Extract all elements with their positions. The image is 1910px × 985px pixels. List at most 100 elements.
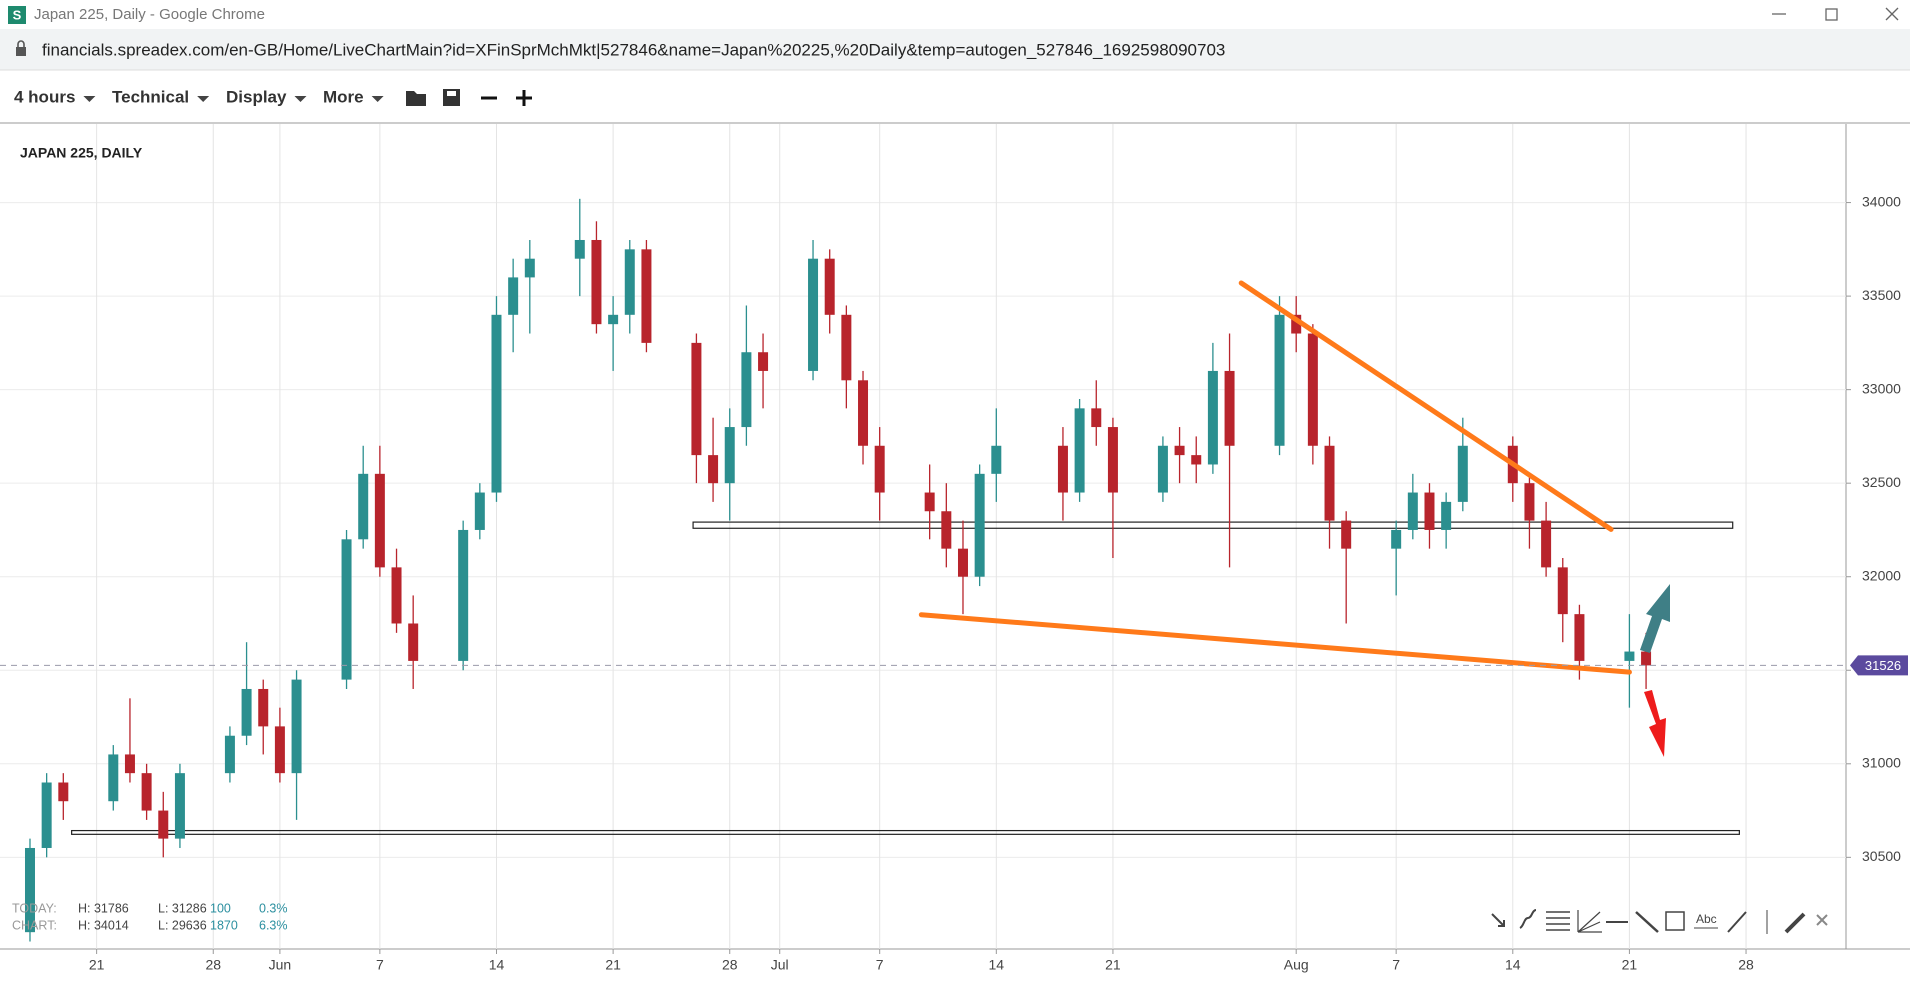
- candle-body: [1391, 529, 1402, 549]
- candle-body: [291, 679, 302, 774]
- last-price-tag: [1850, 655, 1908, 676]
- candle-body: [1624, 651, 1635, 661]
- candle-body: [1324, 445, 1335, 521]
- candle-body: [58, 782, 69, 802]
- info-pct: 0.3%: [259, 901, 288, 915]
- close[interactable]: [1885, 7, 1899, 21]
- tool-curve[interactable]: [1519, 909, 1537, 929]
- x-tick-label: 7: [876, 957, 884, 973]
- candle-body: [41, 782, 52, 848]
- url[interactable]: financials.spreadex.com/en-GB/Home/LiveC…: [42, 40, 1225, 59]
- menu-caret: [294, 96, 307, 102]
- window-title: Japan 225, Daily - Google Chrome: [34, 6, 265, 23]
- menu-item[interactable]: Technical: [112, 87, 189, 106]
- menu-item[interactable]: Display: [226, 87, 287, 106]
- x-tick-label: 14: [489, 957, 505, 973]
- restore[interactable]: [1825, 8, 1838, 21]
- candle-body: [158, 810, 169, 839]
- x-tick-label: 21: [1105, 957, 1121, 973]
- candle-body: [1524, 483, 1535, 521]
- candle-body: [574, 239, 585, 259]
- y-tick-label: 33000: [1862, 380, 1901, 396]
- candle-body: [391, 567, 402, 624]
- candle-body: [1207, 370, 1218, 465]
- candle-body: [1057, 445, 1068, 493]
- tool-pointer[interactable]: [1491, 913, 1505, 927]
- candle-body: [458, 529, 469, 661]
- info-high: H: 34014: [78, 918, 129, 932]
- info-label: CHART:: [12, 918, 57, 932]
- x-tick-label: 21: [89, 957, 105, 973]
- y-tick-label: 34000: [1862, 193, 1901, 209]
- candle-body: [591, 239, 602, 325]
- candle-body: [1541, 520, 1552, 568]
- candle-body: [241, 688, 252, 736]
- x-tick-label: 28: [205, 957, 221, 973]
- favicon-letter: S: [13, 7, 22, 22]
- candle-body: [224, 735, 235, 774]
- x-tick-label: 7: [1392, 957, 1400, 973]
- y-tick-label: 32000: [1862, 567, 1901, 583]
- candle-body: [758, 352, 769, 371]
- chart-title: JAPAN 225, DAILY: [20, 145, 143, 161]
- lock-icon: [16, 47, 26, 56]
- x-tick-label: 14: [989, 957, 1005, 973]
- x-tick-label: Jun: [269, 957, 292, 973]
- x-tick-label: 28: [1738, 957, 1754, 973]
- save-icon: [447, 91, 456, 96]
- tool-fan[interactable]: [1577, 910, 1602, 933]
- candle-body: [1441, 501, 1452, 530]
- tool-ray[interactable]: [1635, 911, 1659, 933]
- menu-caret: [197, 96, 210, 102]
- candle-body: [358, 473, 369, 540]
- info-low: L: 29636: [158, 918, 207, 932]
- candle-body: [858, 380, 869, 446]
- tool-ruler[interactable]: [1784, 912, 1806, 934]
- tool-clear[interactable]: [1816, 914, 1828, 926]
- menu-caret: [83, 96, 96, 102]
- candle-body: [1091, 408, 1102, 428]
- candle-body: [1574, 614, 1585, 661]
- y-tick-label: 31000: [1862, 754, 1901, 770]
- x-tick-label: Jul: [771, 957, 789, 973]
- candle-body: [1307, 333, 1318, 446]
- candle-body: [374, 473, 385, 568]
- candle-body: [1224, 370, 1235, 446]
- candle-body: [1074, 408, 1085, 493]
- candle-body: [941, 511, 952, 549]
- toolbar-icons: [406, 89, 532, 106]
- candle-body: [824, 258, 835, 315]
- info-pct: 6.3%: [259, 918, 288, 932]
- favicon: [8, 6, 26, 24]
- drawing-tools: [1491, 909, 1828, 934]
- x-tick-label: 7: [376, 957, 384, 973]
- info-high: H: 31786: [78, 901, 129, 915]
- candle-body: [1557, 567, 1568, 615]
- candle-body: [624, 249, 635, 315]
- down-arrow: [1644, 690, 1666, 757]
- candle-body: [341, 539, 352, 680]
- tool-rect[interactable]: [1665, 911, 1685, 931]
- candle-body: [924, 492, 935, 512]
- x-tick-label: Aug: [1284, 957, 1309, 973]
- candle-body: [708, 455, 719, 484]
- info-low: L: 31286: [158, 901, 207, 915]
- candle-body: [641, 249, 652, 343]
- tool-text[interactable]: Abc: [1696, 912, 1717, 926]
- address-bar: [0, 29, 1910, 70]
- candle-body: [841, 314, 852, 381]
- x-tick-label: 28: [722, 957, 738, 973]
- tool-fib[interactable]: [1546, 911, 1570, 931]
- y-tick-label: 33500: [1862, 287, 1901, 303]
- trend-line: [1238, 280, 1614, 532]
- info-box: TODAY: H: 31786 L: 31286 100 0.3% CHART:…: [12, 901, 288, 932]
- menu-item[interactable]: More: [323, 87, 364, 106]
- window-controls[interactable]: [1772, 7, 1899, 21]
- candle-body: [408, 623, 419, 661]
- menu-caret: [371, 96, 384, 102]
- tool-line[interactable]: [1727, 911, 1747, 933]
- menu-item[interactable]: 4 hours: [14, 87, 75, 106]
- candle-body: [991, 445, 1002, 474]
- open-icon[interactable]: [406, 91, 426, 106]
- candle-body: [1107, 427, 1118, 493]
